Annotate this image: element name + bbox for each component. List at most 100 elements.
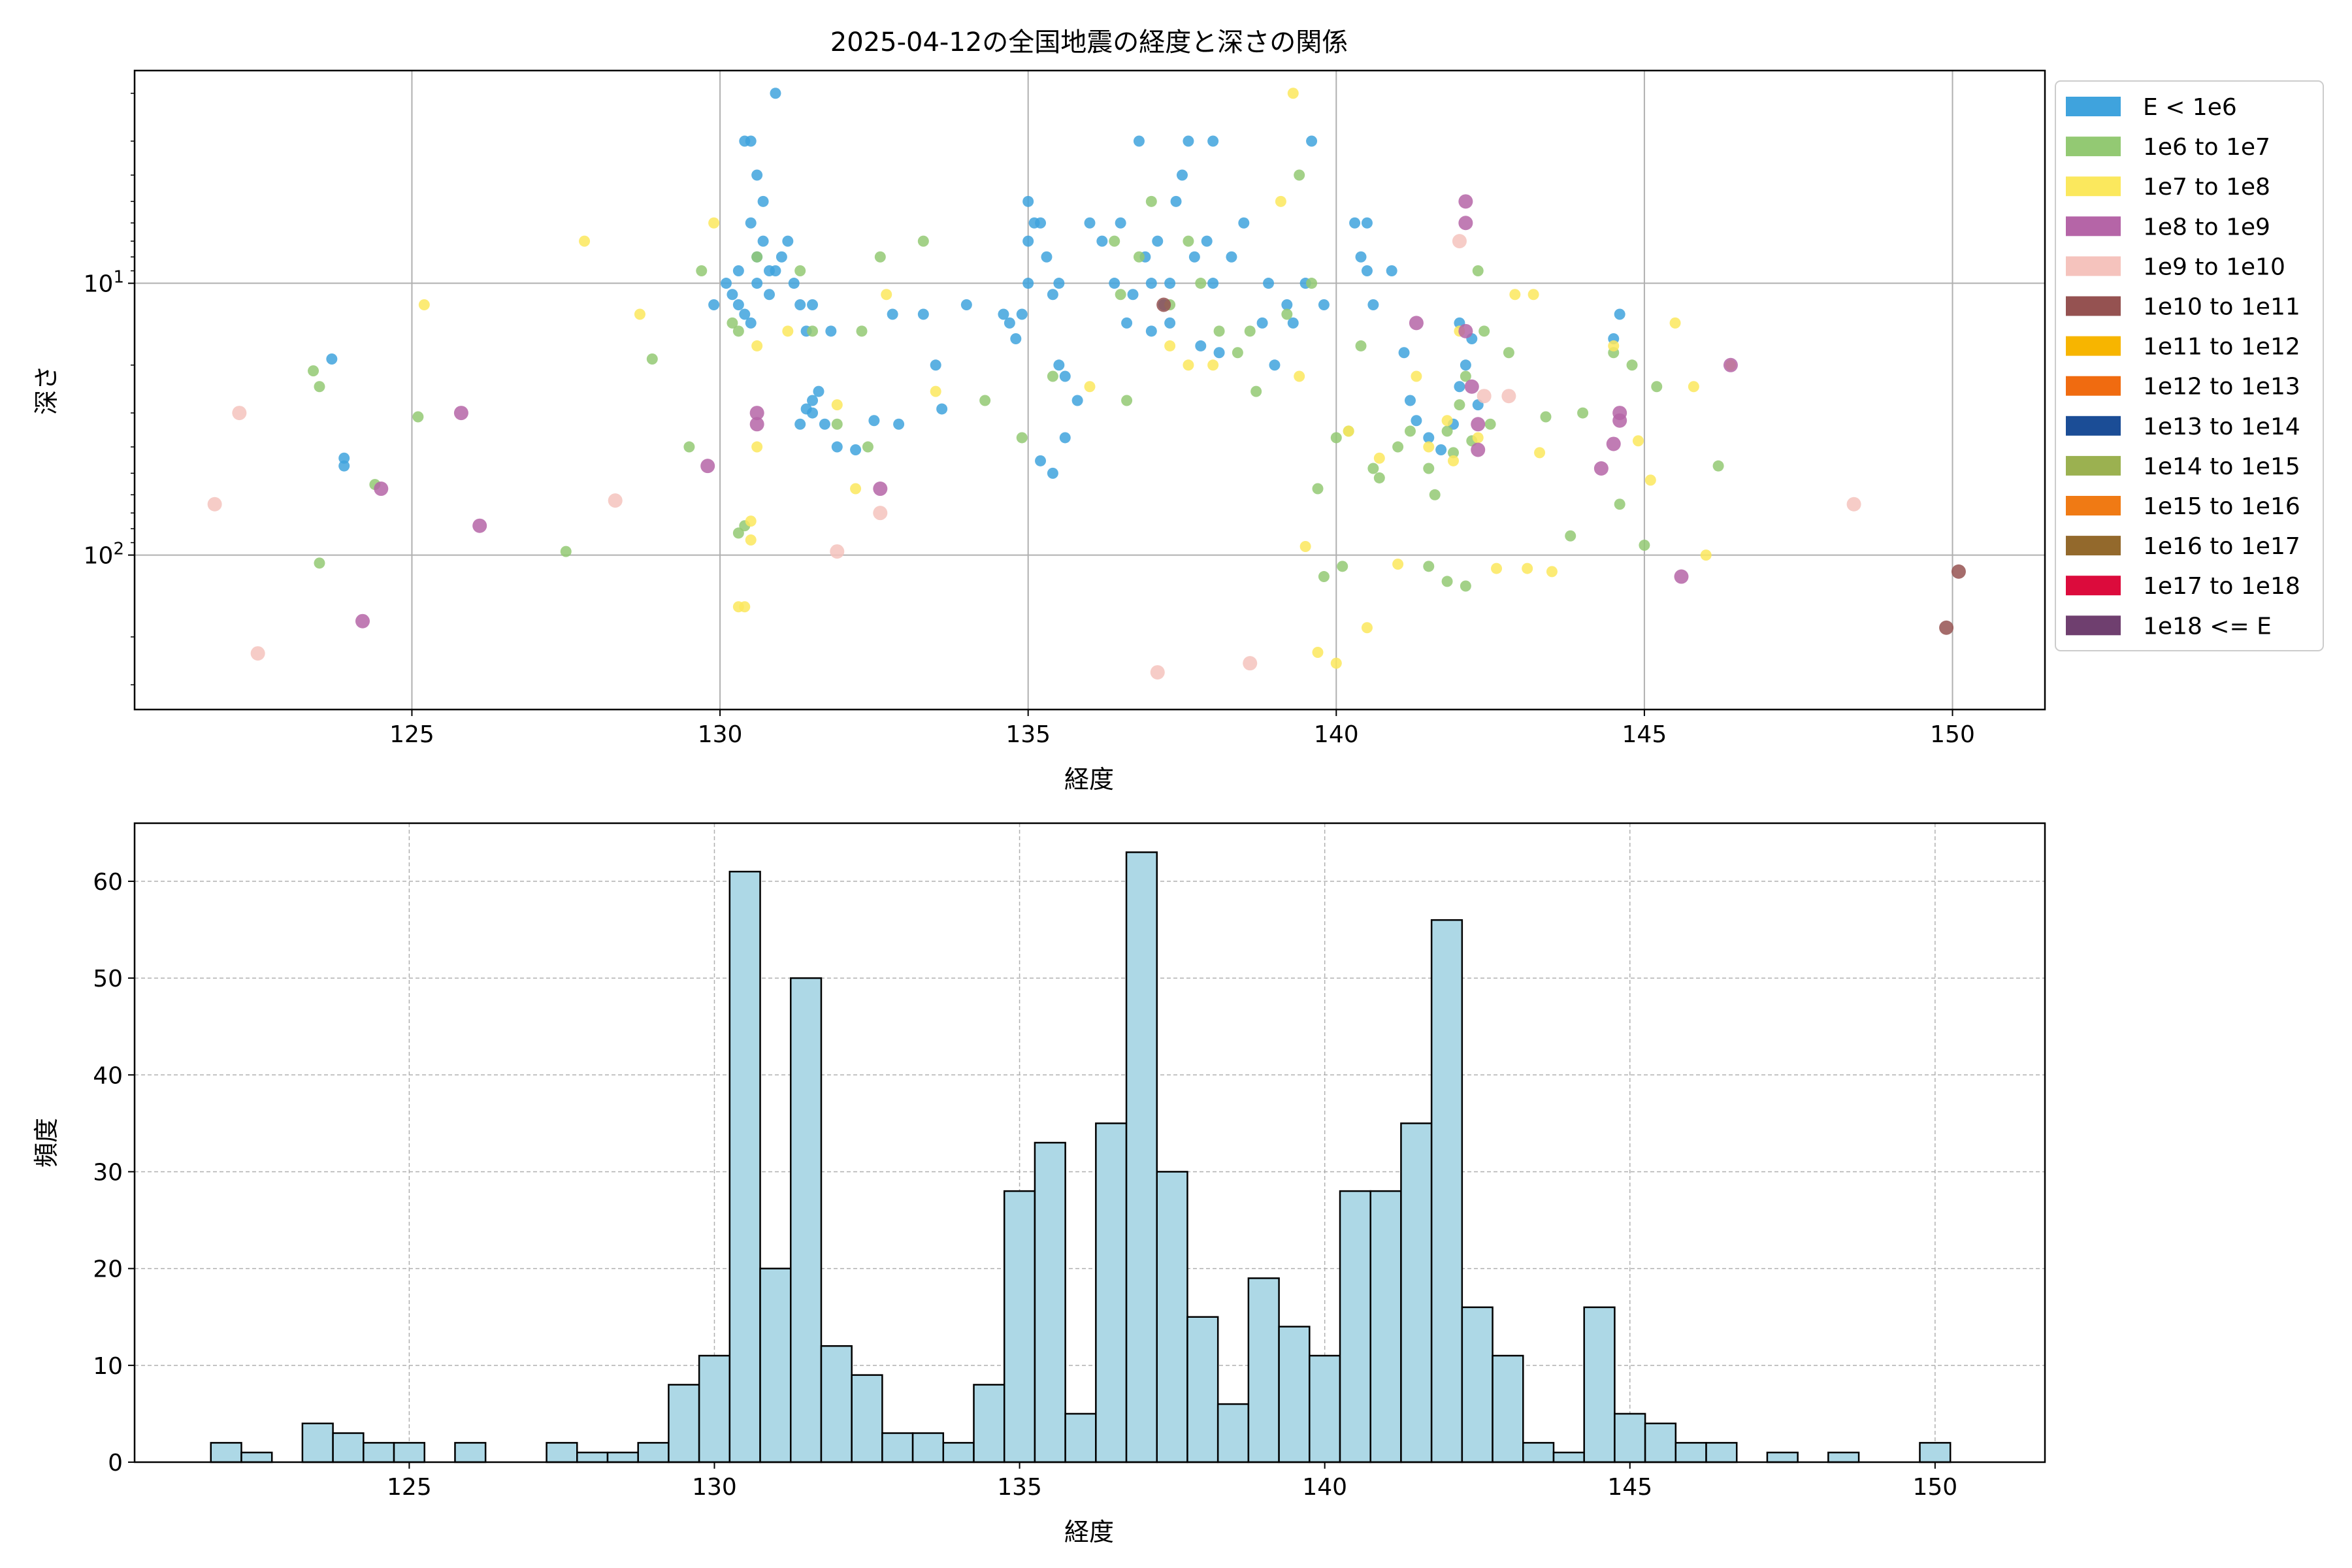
scatter-point xyxy=(1367,463,1379,474)
scatter-point xyxy=(1464,379,1479,394)
scatter-point xyxy=(850,483,862,495)
scatter-point xyxy=(1367,299,1379,311)
scatter-point xyxy=(1411,370,1422,382)
scatter-x-tick-label: 130 xyxy=(698,721,743,748)
scatter-point xyxy=(1458,194,1473,209)
histogram-bar xyxy=(911,1432,945,1463)
scatter-point xyxy=(1423,561,1435,572)
scatter-point xyxy=(1398,347,1410,359)
scatter-point xyxy=(825,325,837,337)
scatter-point xyxy=(1534,447,1546,459)
scatter-point xyxy=(856,325,868,337)
scatter-point xyxy=(1183,135,1194,147)
scatter-point xyxy=(1269,359,1281,371)
scatter-point xyxy=(936,403,948,415)
scatter-grid xyxy=(135,71,2045,710)
scatter-point xyxy=(1183,235,1194,247)
scatter-point xyxy=(1183,359,1194,371)
scatter-point xyxy=(873,482,888,497)
scatter-point xyxy=(751,340,763,351)
scatter-point xyxy=(732,527,744,539)
histogram-bar xyxy=(759,1267,792,1463)
legend: E < 1e6 1e6 to 1e7 1e7 to 1e8 1e8 to 1e9 1e9… xyxy=(2055,80,2324,651)
scatter-point xyxy=(739,601,751,613)
scatter-point xyxy=(374,482,389,497)
scatter-point xyxy=(1608,340,1620,351)
scatter-point xyxy=(1145,325,1157,337)
histogram-bar xyxy=(1186,1316,1219,1463)
scatter-point xyxy=(1565,530,1576,542)
legend-label: E < 1e6 xyxy=(2143,94,2237,121)
scatter-point xyxy=(1250,385,1262,397)
scatter-point xyxy=(1355,251,1367,263)
histogram-plot-area xyxy=(133,822,2046,1463)
scatter-point xyxy=(1294,370,1305,382)
histogram-bar xyxy=(789,977,823,1463)
scatter-point xyxy=(1423,463,1435,474)
scatter-point xyxy=(338,452,350,464)
scatter-point xyxy=(1145,195,1157,207)
legend-swatch xyxy=(2066,256,2121,276)
scatter-point xyxy=(355,613,370,629)
scatter-point xyxy=(807,299,819,311)
scatter-point xyxy=(830,544,845,559)
scatter-point xyxy=(1022,235,1034,247)
scatter-point xyxy=(1478,325,1490,337)
scatter-point xyxy=(1669,317,1681,329)
scatter-point xyxy=(732,325,744,337)
legend-swatch xyxy=(2066,216,2121,237)
scatter-point xyxy=(1452,234,1467,249)
scatter-point xyxy=(1674,569,1689,584)
scatter-point xyxy=(1164,317,1176,329)
histogram-bar xyxy=(1400,1122,1433,1463)
scatter-point xyxy=(1454,381,1465,393)
scatter-point xyxy=(1330,657,1342,669)
scatter-point xyxy=(1121,395,1133,406)
scatter-point xyxy=(1213,325,1225,337)
scatter-x-axis-label: 経度 xyxy=(1064,765,1114,794)
scatter-point xyxy=(1454,399,1465,411)
scatter-point xyxy=(1471,417,1486,432)
scatter-point xyxy=(683,441,695,453)
scatter-x-tick-label: 125 xyxy=(389,721,434,748)
scatter-point xyxy=(1115,289,1126,301)
histogram-x-tick-label: 140 xyxy=(1302,1474,1347,1501)
scatter-point xyxy=(1435,444,1447,456)
scatter-point xyxy=(770,88,781,99)
legend-label: 1e13 to 1e14 xyxy=(2143,414,2300,440)
histogram-axes: 125 130 135 140 145 150 0 10 20 30 40 50 60 xyxy=(93,869,1957,1501)
scatter-point xyxy=(1150,665,1165,680)
scatter-y-axis-label: 深さ xyxy=(32,365,61,415)
scatter-point xyxy=(1201,235,1213,247)
scatter-point xyxy=(1035,217,1047,229)
scatter-point xyxy=(732,299,744,311)
histogram-bar xyxy=(1644,1422,1677,1463)
histogram-bar xyxy=(1339,1190,1371,1463)
scatter-point xyxy=(1263,278,1275,289)
scatter-point xyxy=(1577,407,1589,419)
scatter-point xyxy=(1700,549,1712,561)
scatter-point xyxy=(1047,370,1058,382)
legend-label: 1e18 <= E xyxy=(2143,613,2272,640)
scatter-point xyxy=(1281,299,1293,311)
scatter-point xyxy=(1522,563,1533,574)
scatter-point xyxy=(1281,308,1293,320)
legend-swatch xyxy=(2066,615,2121,636)
legend-label: 1e10 to 1e11 xyxy=(2143,294,2300,321)
scatter-points xyxy=(207,88,1966,680)
scatter-point xyxy=(732,265,744,277)
scatter-point xyxy=(560,546,572,557)
scatter-point xyxy=(881,289,892,301)
scatter-point xyxy=(745,217,757,229)
histogram-bar xyxy=(210,1442,242,1463)
scatter-point xyxy=(1606,436,1621,451)
scatter-point xyxy=(207,497,222,512)
scatter-point xyxy=(1448,455,1460,466)
legend-swatch xyxy=(2066,416,2121,436)
scatter-point xyxy=(1509,289,1521,301)
scatter-point xyxy=(1207,278,1219,289)
histogram-bar xyxy=(606,1451,639,1463)
scatter-point xyxy=(745,317,757,329)
scatter-point xyxy=(1306,278,1318,289)
scatter-point xyxy=(979,395,991,406)
